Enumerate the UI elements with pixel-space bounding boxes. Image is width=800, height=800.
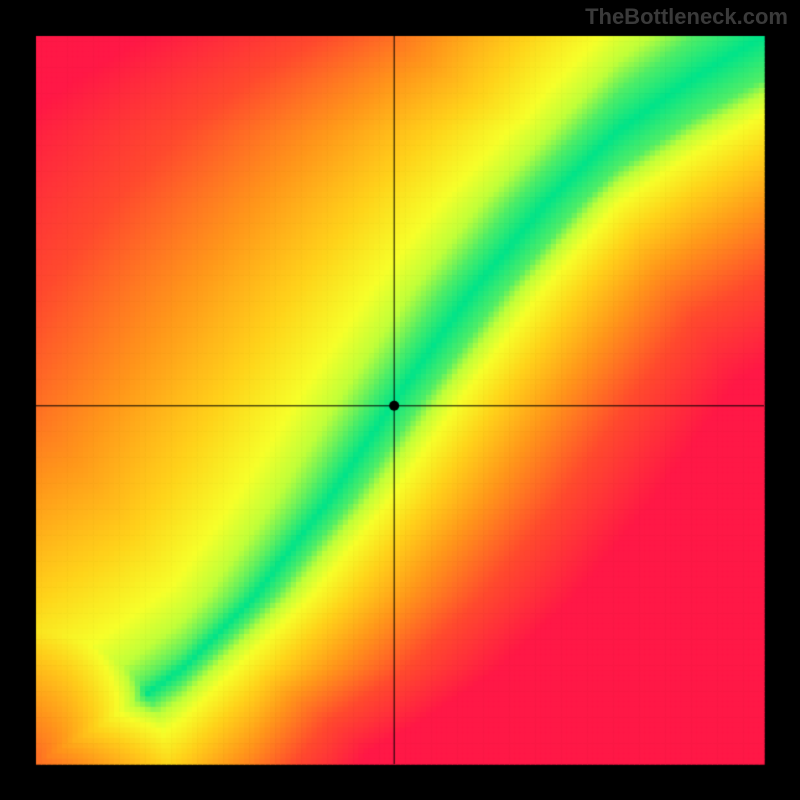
- bottleneck-heatmap: [0, 0, 800, 800]
- watermark-text: TheBottleneck.com: [585, 4, 788, 30]
